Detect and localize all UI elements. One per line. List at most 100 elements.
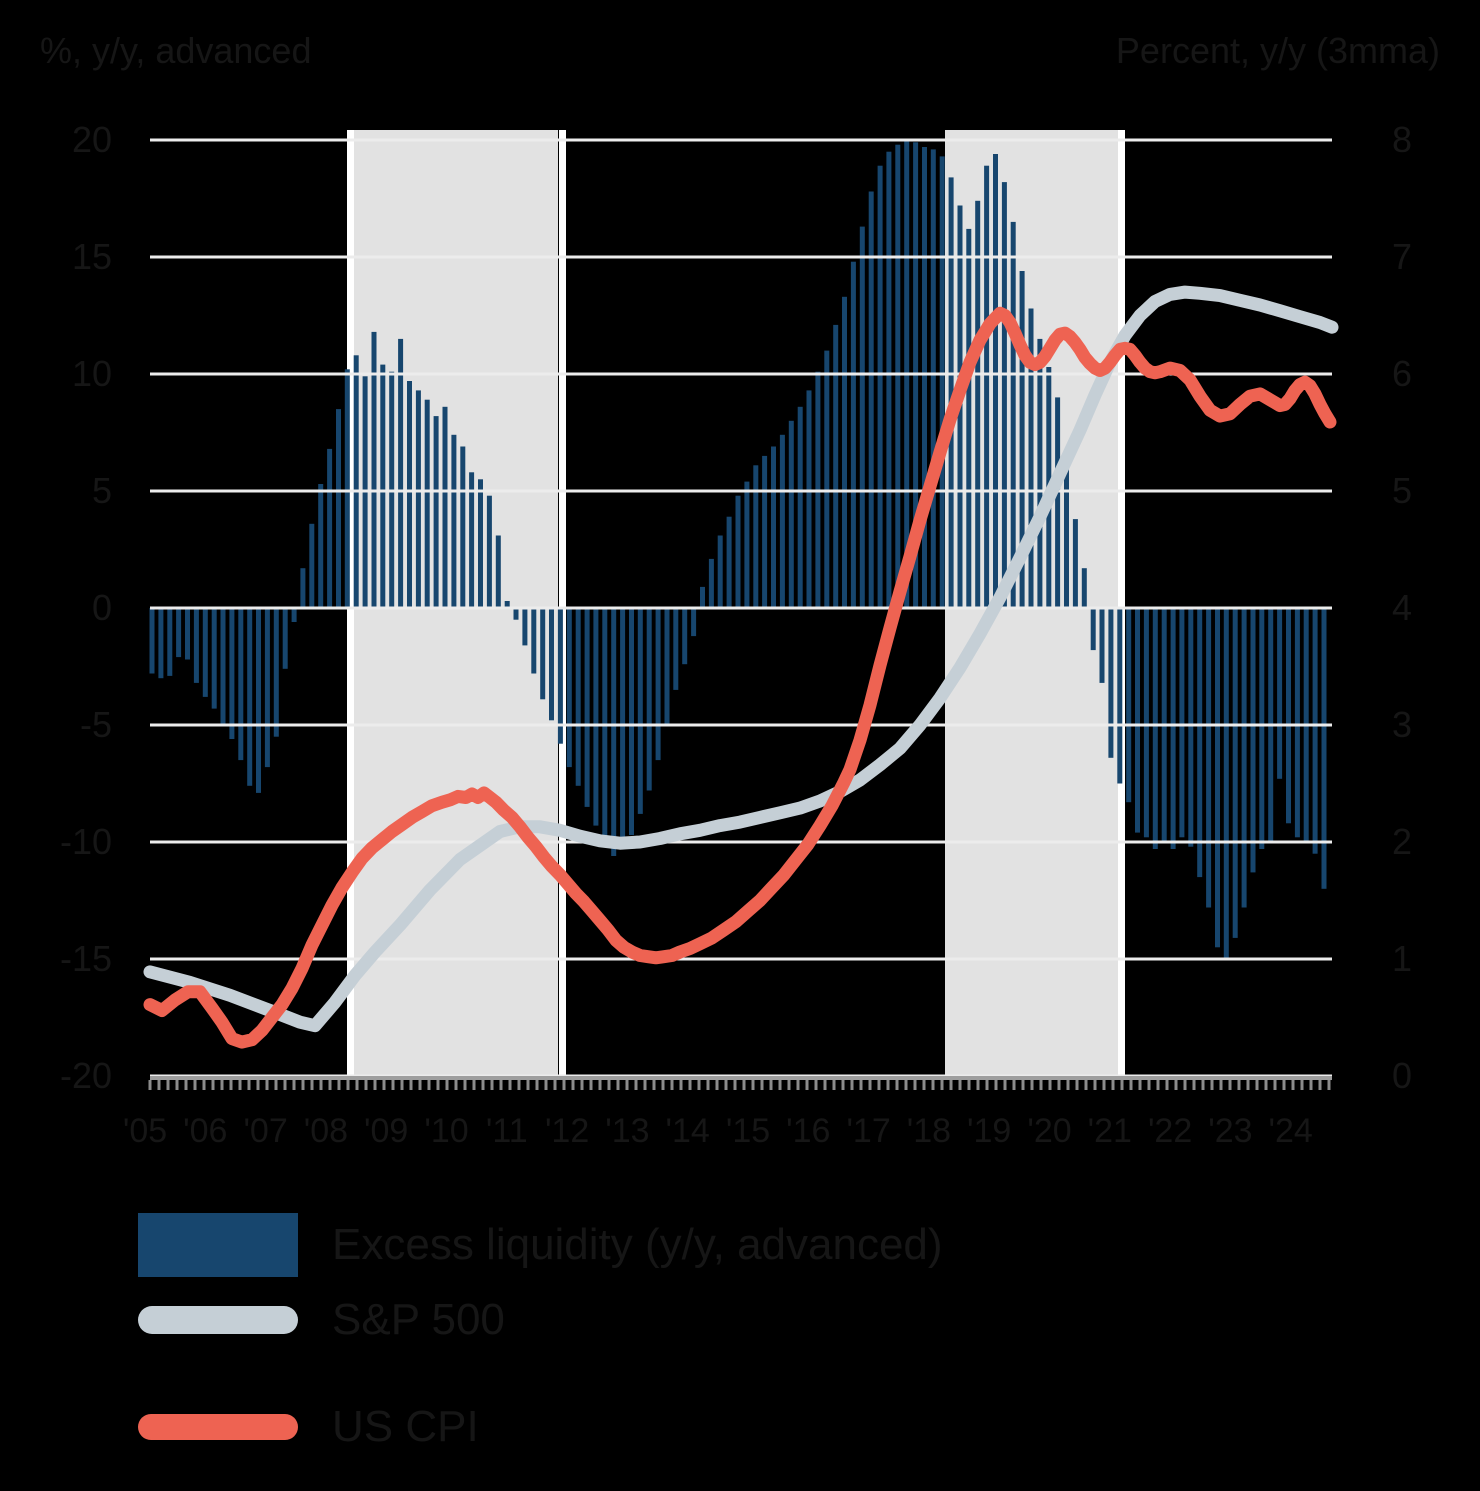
- x-axis-label: '20: [1027, 1112, 1071, 1150]
- bar: [460, 446, 466, 608]
- bar: [708, 558, 714, 608]
- right-axis-label: 1: [1392, 938, 1412, 979]
- bar: [637, 608, 643, 814]
- x-axis-label: '11: [486, 1112, 528, 1150]
- bar: [256, 608, 261, 793]
- bar: [1152, 608, 1158, 849]
- bar: [842, 296, 847, 608]
- right-axis-label: 0: [1392, 1055, 1412, 1096]
- bar: [478, 479, 483, 608]
- bar: [602, 608, 608, 847]
- bar: [1108, 608, 1114, 758]
- bar: [344, 369, 350, 608]
- bar: [1001, 182, 1007, 608]
- bar: [1321, 608, 1327, 889]
- left-axis-label: -5: [80, 704, 112, 745]
- bar: [149, 608, 155, 674]
- red-line-swatch: [138, 1414, 298, 1440]
- bar: [211, 608, 217, 709]
- bar: [930, 149, 936, 608]
- bar: [1179, 608, 1185, 838]
- left-axis-label: 15: [72, 236, 112, 277]
- bar: [442, 406, 448, 608]
- bar: [753, 465, 759, 608]
- band-seam: [347, 130, 354, 1076]
- bar: [540, 608, 546, 700]
- x-axis-label: '05: [123, 1112, 167, 1150]
- bar: [744, 481, 750, 608]
- x-axis-label: '21: [1088, 1112, 1132, 1150]
- bar: [495, 535, 501, 608]
- bar: [717, 535, 723, 608]
- shaded-band: [945, 130, 1125, 1076]
- bar: [1010, 221, 1016, 608]
- x-axis-label: '17: [846, 1112, 890, 1150]
- bar: [229, 608, 235, 739]
- bar: [1312, 608, 1318, 854]
- bar: [1223, 608, 1229, 959]
- bar: [273, 608, 279, 737]
- right-axis-label: 5: [1392, 470, 1412, 511]
- bar: [611, 608, 617, 856]
- left-axis-title: %, y/y, advanced: [40, 30, 312, 71]
- right-axis-label: 8: [1392, 119, 1412, 160]
- bar: [735, 495, 741, 608]
- bar: [353, 355, 359, 608]
- bar: [433, 416, 439, 608]
- legend-label-gray-line: S&P 500: [332, 1295, 505, 1344]
- bar: [522, 608, 528, 646]
- right-axis-label: 6: [1392, 353, 1412, 394]
- left-axis-label: 20: [72, 119, 112, 160]
- bar: [620, 608, 626, 849]
- bar: [1250, 608, 1256, 873]
- bar: [1019, 271, 1025, 608]
- x-axis-label: '10: [424, 1112, 468, 1150]
- x-axis-label: '16: [786, 1112, 830, 1150]
- bar: [575, 608, 581, 786]
- bar: [975, 200, 981, 609]
- bar: [193, 608, 199, 683]
- bar: [877, 165, 883, 608]
- bar: [1215, 608, 1220, 948]
- red-line-series: [143, 306, 1337, 1049]
- bar: [948, 177, 954, 608]
- bar: [886, 151, 892, 608]
- right-axis-label: 2: [1392, 821, 1412, 862]
- bar: [407, 381, 412, 608]
- bar: [806, 390, 812, 608]
- bar: [371, 331, 377, 608]
- bar-series-swatch: [138, 1213, 298, 1277]
- legend-label-bars: Excess liquidity (y/y, advanced): [332, 1220, 943, 1269]
- bar-series: [149, 140, 1327, 959]
- x-axis-label: '13: [605, 1112, 649, 1150]
- bar: [1170, 608, 1176, 849]
- bar: [762, 455, 768, 608]
- bar: [1232, 608, 1238, 938]
- bar: [1081, 568, 1087, 608]
- bar: [1072, 519, 1078, 608]
- bar: [1241, 608, 1247, 908]
- bar: [700, 586, 705, 608]
- bar: [868, 191, 874, 608]
- left-axis-label: -20: [60, 1055, 112, 1096]
- left-axis-label: -15: [60, 938, 112, 979]
- x-axis-label: '07: [243, 1112, 287, 1150]
- bar: [1135, 608, 1140, 833]
- x-axis-label: '14: [666, 1112, 710, 1150]
- bar: [824, 350, 830, 608]
- left-axis-label: 10: [72, 353, 112, 394]
- x-axis-label: '19: [967, 1112, 1011, 1150]
- bar: [646, 608, 652, 791]
- bar: [513, 608, 519, 620]
- x-axis-label: '22: [1148, 1112, 1192, 1150]
- bar: [336, 409, 341, 608]
- bar: [185, 608, 190, 660]
- bar: [1117, 608, 1123, 784]
- bar: [415, 390, 421, 608]
- bar: [1188, 608, 1194, 847]
- bar: [1143, 608, 1149, 838]
- bar: [771, 446, 776, 608]
- bar: [1206, 608, 1212, 908]
- x-axis-label: '12: [545, 1112, 589, 1150]
